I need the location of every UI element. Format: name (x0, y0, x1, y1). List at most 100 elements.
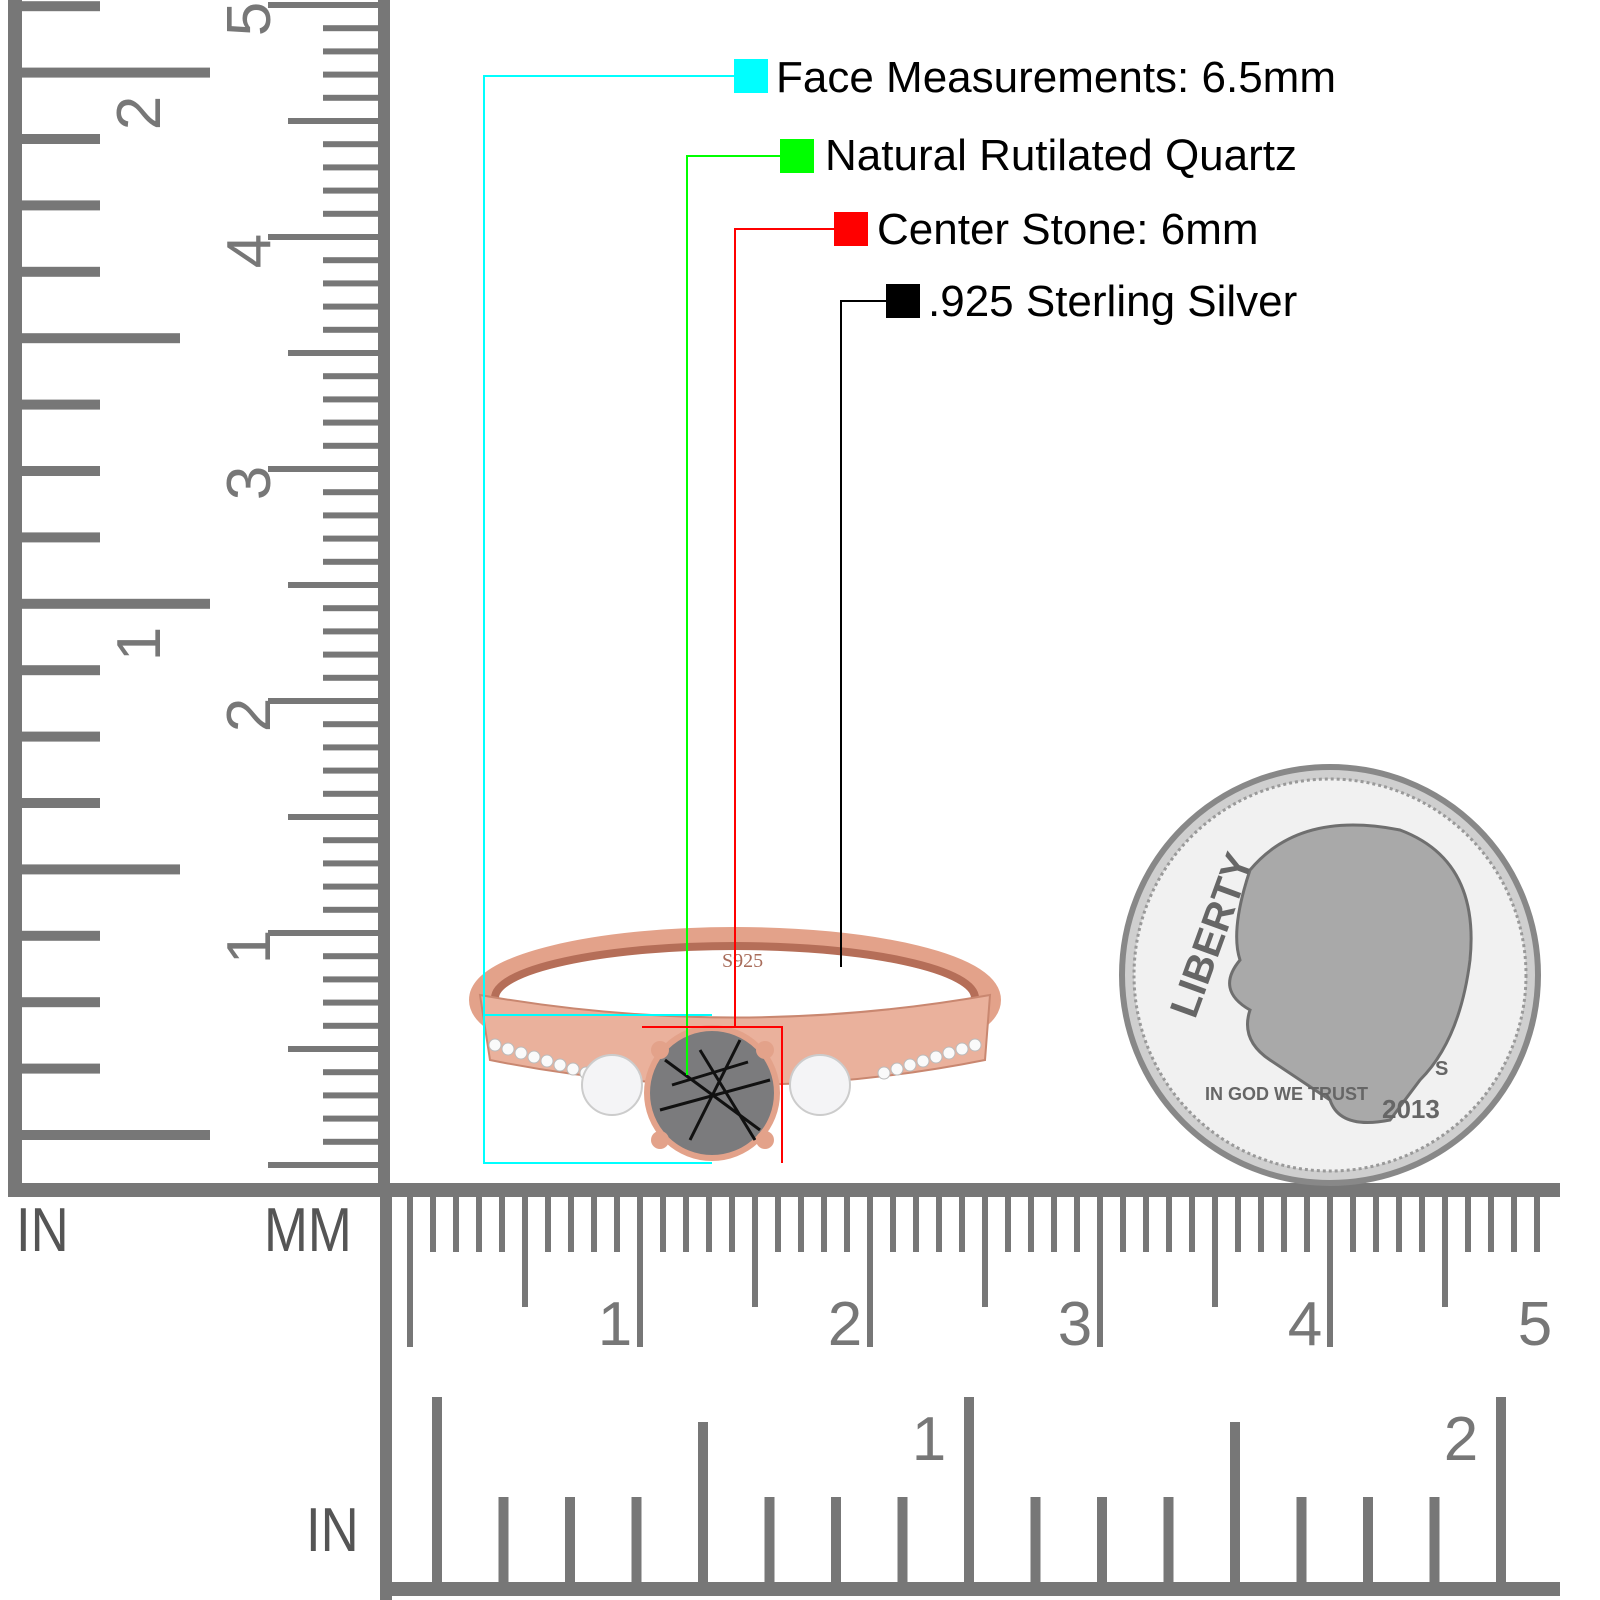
pave-stone (553, 1058, 567, 1072)
tick-in-horizontal (1363, 1497, 1373, 1582)
tick-in-horizontal (631, 1497, 642, 1582)
face-swatch (734, 59, 768, 93)
tick-mm-vertical (323, 976, 378, 983)
ruler-bottom-left-edge (380, 1190, 392, 1600)
tick-mm-horizontal (890, 1197, 896, 1252)
pave-stone (488, 1038, 502, 1052)
tick-in-horizontal (1163, 1497, 1174, 1582)
tick-mm-horizontal (1281, 1197, 1287, 1252)
tick-mm-vertical (268, 2, 378, 8)
tick-mm-horizontal (568, 1197, 574, 1252)
tick-mm-vertical (323, 837, 378, 844)
tick-mm-horizontal (867, 1197, 873, 1347)
tick-in-horizontal (964, 1397, 974, 1582)
tick-mm-horizontal (729, 1197, 735, 1252)
pave-stone (527, 1050, 541, 1064)
tick-mm-horizontal (1304, 1197, 1310, 1252)
tick-in-horizontal (1030, 1497, 1041, 1582)
tick-mm-vertical (288, 814, 378, 820)
ruler-bottom-top-edge (8, 1183, 1560, 1197)
label-mm-vertical: 3 (215, 466, 284, 500)
label-mm-horizontal: 4 (1288, 1290, 1322, 1359)
label-in-horizontal: 2 (1444, 1405, 1478, 1474)
pave-stone (890, 1062, 904, 1076)
tick-mm-horizontal (430, 1197, 436, 1252)
tick-mm-vertical (323, 906, 378, 913)
tick-in-vertical (20, 1, 100, 12)
tick-mm-vertical (323, 71, 378, 78)
coin-mint-mark: S (1435, 1058, 1448, 1080)
pave-stone (514, 1046, 528, 1060)
tick-mm-vertical (323, 674, 378, 681)
tick-in-horizontal (1496, 1397, 1506, 1582)
tick-mm-vertical (323, 303, 378, 310)
tick-in-vertical (20, 864, 180, 875)
tick-mm-horizontal (1327, 1197, 1333, 1347)
tick-mm-horizontal (1258, 1197, 1264, 1252)
tick-mm-horizontal (1235, 1197, 1241, 1252)
tick-in-horizontal (1296, 1497, 1307, 1582)
tick-mm-vertical (323, 651, 378, 658)
tick-mm-vertical (323, 1022, 378, 1029)
tick-mm-horizontal (1120, 1197, 1126, 1252)
tick-in-horizontal (432, 1397, 442, 1582)
tick-in-vertical (20, 67, 210, 78)
tick-mm-horizontal (706, 1197, 712, 1252)
label-mm-vertical: 5 (215, 2, 284, 36)
tick-in-horizontal (698, 1422, 708, 1582)
tick-mm-vertical (323, 744, 378, 751)
tick-mm-vertical (323, 164, 378, 171)
tick-mm-vertical (323, 373, 378, 380)
tick-mm-vertical (323, 396, 378, 403)
tick-mm-horizontal (1166, 1197, 1172, 1252)
tick-mm-vertical (323, 628, 378, 635)
tick-in-horizontal (764, 1497, 775, 1582)
tick-mm-horizontal (775, 1197, 781, 1252)
tick-mm-vertical (323, 1069, 378, 1076)
tick-mm-horizontal (1373, 1197, 1379, 1252)
label-mm-horizontal: 5 (1518, 1290, 1552, 1359)
tick-mm-horizontal (1465, 1197, 1471, 1252)
tick-mm-vertical (268, 698, 378, 704)
tick-mm-vertical (323, 860, 378, 867)
dime-coin: LIBERTY IN GOD WE TRUST 2013 S (1119, 764, 1541, 1186)
tick-mm-vertical (288, 350, 378, 356)
tick-mm-horizontal (1442, 1197, 1448, 1307)
tick-mm-horizontal (499, 1197, 505, 1252)
tick-mm-vertical (323, 1138, 378, 1145)
quartz-leader (686, 155, 798, 1075)
tick-mm-horizontal (1143, 1197, 1149, 1252)
tick-mm-horizontal (660, 1197, 666, 1252)
tick-mm-horizontal (591, 1197, 597, 1252)
tick-mm-horizontal (959, 1197, 965, 1252)
tick-in-horizontal (1097, 1497, 1107, 1582)
tick-in-horizontal (1230, 1422, 1240, 1582)
label-mm-horizontal: 1 (598, 1290, 632, 1359)
tick-mm-horizontal (752, 1197, 758, 1307)
unit-in-bottom: IN (306, 1496, 359, 1565)
legend-natural-rutilated-quartz: Natural Rutilated Quartz (825, 131, 1297, 180)
tick-mm-horizontal (1189, 1197, 1195, 1252)
pave-stone (942, 1046, 956, 1060)
tick-mm-horizontal (1419, 1197, 1425, 1252)
tick-mm-horizontal (1396, 1197, 1402, 1252)
tick-in-vertical (20, 598, 210, 609)
tick-mm-horizontal (453, 1197, 459, 1252)
tick-mm-horizontal (683, 1197, 689, 1252)
tick-mm-vertical (323, 790, 378, 797)
label-mm-vertical: 2 (215, 698, 284, 732)
tick-mm-vertical (323, 512, 378, 519)
center-stone-swatch (834, 212, 868, 246)
legend-center-stone: Center Stone: 6mm (877, 205, 1259, 254)
tick-mm-vertical (323, 953, 378, 960)
tick-mm-vertical (323, 1092, 378, 1099)
pave-stone (968, 1038, 982, 1052)
tick-mm-vertical (323, 605, 378, 612)
silver-leader (840, 300, 902, 967)
tick-in-vertical (20, 200, 100, 211)
label-mm-vertical: 4 (215, 234, 284, 268)
label-in-vertical: 1 (105, 627, 174, 661)
pave-stone (916, 1054, 930, 1068)
silver-swatch (886, 284, 920, 318)
